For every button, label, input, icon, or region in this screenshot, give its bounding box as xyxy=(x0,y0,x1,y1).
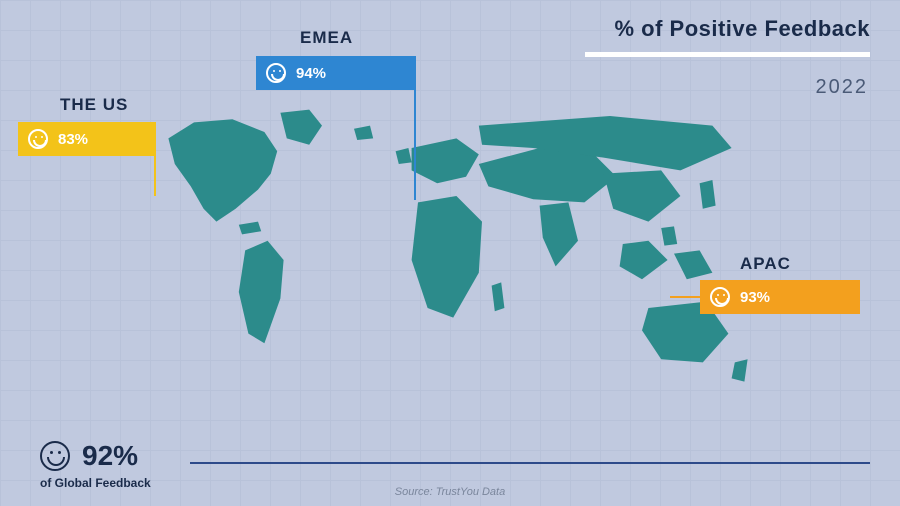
world-map xyxy=(60,100,840,420)
source-footnote: Source: TrustYou Data xyxy=(0,486,900,498)
region-label-us: THE US xyxy=(60,95,128,115)
connector-apac xyxy=(670,296,700,298)
smile-icon xyxy=(28,129,48,149)
connector-us xyxy=(154,156,156,196)
global-summary: 92% xyxy=(40,440,138,472)
year-label: 2022 xyxy=(816,76,869,99)
callout-value: 83% xyxy=(58,131,88,148)
callout-value: 93% xyxy=(740,289,770,306)
region-label-apac: APAC xyxy=(740,254,791,274)
callout-emea: 94% xyxy=(256,56,416,90)
connector-emea xyxy=(414,90,416,200)
map-landmass xyxy=(168,110,747,382)
smile-icon xyxy=(710,287,730,307)
callout-value: 94% xyxy=(296,65,326,82)
smile-icon xyxy=(40,441,70,471)
baseline-rule xyxy=(190,462,870,464)
region-label-emea: EMEA xyxy=(300,28,353,48)
callout-apac: 93% xyxy=(700,280,860,314)
smile-icon xyxy=(266,63,286,83)
callout-us: 83% xyxy=(18,122,156,156)
global-summary-value: 92% xyxy=(82,440,138,472)
title-underline xyxy=(585,52,870,57)
chart-title: % of Positive Feedback xyxy=(614,16,870,42)
